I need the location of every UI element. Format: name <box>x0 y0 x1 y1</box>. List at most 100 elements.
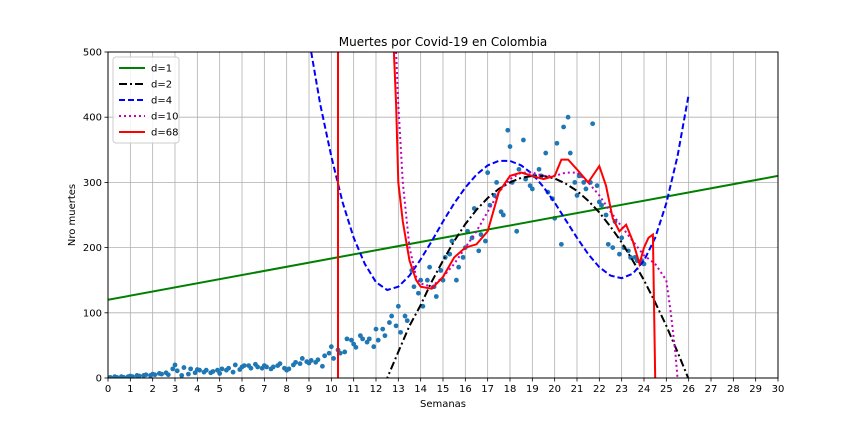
data-point <box>402 313 408 319</box>
data-point <box>433 294 439 299</box>
data-point <box>494 180 499 185</box>
data-point <box>521 137 526 143</box>
data-point <box>230 369 236 375</box>
x-tick-label: 4 <box>194 384 200 395</box>
y-axis: 0 100 200 300 400 500 <box>83 48 108 385</box>
x-tick-label: 19 <box>526 384 539 395</box>
x-tick-label: 3 <box>172 384 178 395</box>
data-point <box>581 180 587 185</box>
x-tick-label: 29 <box>749 384 762 395</box>
data-point <box>574 193 580 198</box>
data-point <box>456 264 462 270</box>
series-line-d2 <box>386 174 690 378</box>
x-tick-label: 26 <box>682 384 695 395</box>
y-tick-label: 0 <box>96 374 102 385</box>
data-point <box>143 372 149 378</box>
data-point <box>599 202 604 208</box>
data-point <box>293 359 298 365</box>
series-line-d10 <box>395 52 679 378</box>
x-tick-label: 21 <box>571 384 584 395</box>
data-point <box>152 372 158 378</box>
y-tick-label: 400 <box>83 113 102 124</box>
x-tick-label: 20 <box>548 384 561 395</box>
data-point <box>404 318 410 324</box>
data-point <box>210 369 216 374</box>
legend-entry: d=4 <box>151 96 172 107</box>
data-point <box>449 238 455 244</box>
data-point <box>371 344 377 350</box>
x-tick-label: 0 <box>105 384 111 395</box>
x-tick-label: 5 <box>216 384 222 395</box>
data-point <box>331 356 336 361</box>
data-point <box>516 166 522 172</box>
data-point <box>174 368 180 374</box>
y-tick-label: 200 <box>83 243 102 254</box>
x-tick-label: 28 <box>727 384 740 395</box>
data-point <box>170 366 176 372</box>
x-tick-label: 6 <box>239 384 245 395</box>
data-point <box>454 277 459 283</box>
data-point <box>219 366 225 372</box>
data-point <box>380 326 386 332</box>
data-point <box>610 245 616 251</box>
data-point <box>255 364 261 370</box>
x-tick-label: 11 <box>347 384 360 395</box>
legend-entry: d=10 <box>151 112 178 123</box>
data-point <box>197 367 202 373</box>
data-point <box>344 336 350 342</box>
y-tick-label: 100 <box>83 308 102 319</box>
y-tick-label: 500 <box>83 48 102 59</box>
data-point <box>395 303 401 309</box>
legend-box <box>112 56 180 144</box>
data-point <box>114 374 120 378</box>
x-tick-label: 15 <box>437 384 450 395</box>
data-point <box>476 248 482 254</box>
data-point <box>438 268 444 273</box>
x-axis: 0 1 2 3 4 5 6 7 8 9 10 11 12 13 14 15 16 17 18 19 20 21 22 23 24… <box>105 378 784 395</box>
data-point <box>299 356 305 361</box>
chart-title: Muertes por Covid-19 en Colombia <box>339 35 548 49</box>
data-point <box>603 212 609 218</box>
data-point <box>322 353 328 359</box>
x-tick-label: 12 <box>370 384 383 395</box>
data-point <box>186 371 191 377</box>
data-point <box>558 241 564 247</box>
data-point <box>360 336 365 342</box>
data-point <box>130 374 135 378</box>
data-point <box>565 114 571 120</box>
data-point <box>181 365 187 370</box>
x-tick-label: 8 <box>283 384 289 395</box>
data-point <box>315 357 321 363</box>
data-point <box>320 363 325 369</box>
data-point <box>203 367 209 373</box>
data-point <box>617 251 622 257</box>
data-point <box>241 363 247 369</box>
data-point <box>297 361 303 367</box>
y-tick-label: 300 <box>83 178 102 189</box>
data-point <box>505 127 511 133</box>
x-tick-label: 24 <box>638 384 651 395</box>
data-point <box>536 166 542 172</box>
series-line-d1 <box>108 174 778 301</box>
data-point <box>326 350 332 356</box>
data-point <box>277 361 283 367</box>
data-point <box>561 124 566 130</box>
series-line-d68 <box>392 52 657 378</box>
data-point <box>485 170 491 176</box>
data-point <box>270 364 276 370</box>
x-tick-label: 2 <box>149 384 155 395</box>
data-point <box>424 277 430 283</box>
x-tick-label: 16 <box>459 384 472 395</box>
legend-entry: d=2 <box>151 80 172 91</box>
data-point <box>594 183 600 189</box>
data-point <box>226 365 232 371</box>
x-tick-label: 25 <box>660 384 673 395</box>
legend-entry: d=68 <box>151 128 178 139</box>
data-point <box>172 362 178 368</box>
series-line-d4 <box>310 52 690 292</box>
data-point <box>460 254 466 260</box>
data-point <box>387 320 392 325</box>
data-point <box>121 374 127 378</box>
legend-entry: d=1 <box>151 64 172 75</box>
